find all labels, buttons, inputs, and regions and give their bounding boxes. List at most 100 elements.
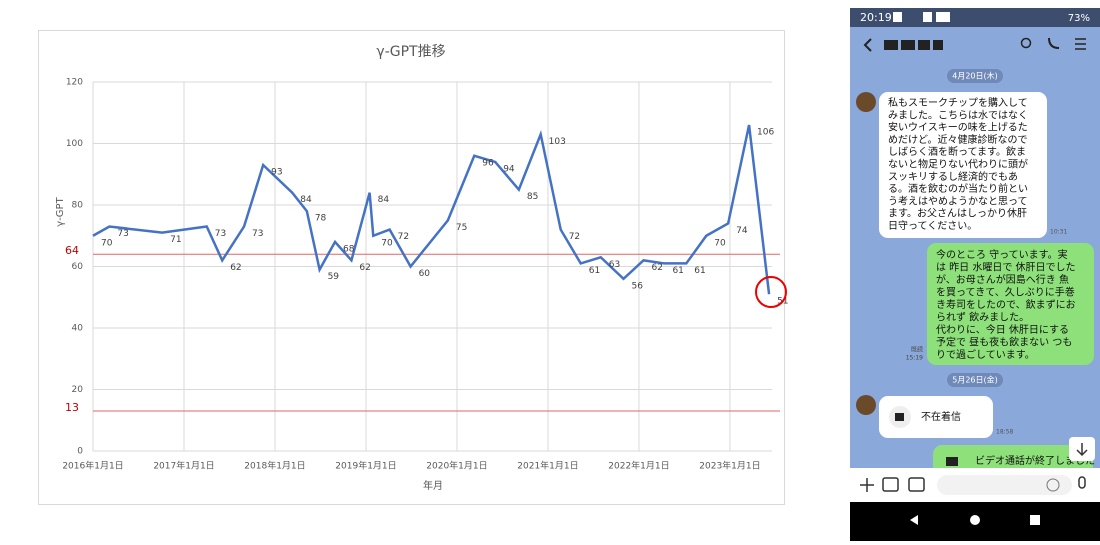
data-label: 61 bbox=[694, 266, 705, 276]
y-tick-label: 100 bbox=[66, 139, 83, 149]
message-text: 安いウイスキーの味を上げるた bbox=[888, 121, 1028, 134]
data-label: 93 bbox=[271, 168, 282, 178]
message-bubble bbox=[879, 92, 1047, 238]
y-tick-label: 40 bbox=[72, 324, 84, 334]
x-tick-label: 2020年1月1日 bbox=[426, 460, 487, 472]
read-receipt: 既読 bbox=[911, 346, 923, 354]
data-label: 106 bbox=[757, 128, 774, 138]
x-tick-label: 2019年1月1日 bbox=[335, 460, 396, 472]
message-text: が、お母さんが因島へ行き 魚 bbox=[936, 273, 1069, 286]
data-label: 75 bbox=[456, 223, 467, 233]
scroll-down-icon bbox=[1076, 443, 1088, 457]
data-label: 72 bbox=[398, 232, 409, 242]
data-label: 84 bbox=[378, 195, 390, 205]
video-icon bbox=[946, 457, 958, 466]
data-label: 73 bbox=[117, 229, 128, 239]
message-input[interactable] bbox=[937, 475, 1072, 495]
data-label: 73 bbox=[252, 229, 263, 239]
message-text: き寿司をしたので、飲まずにお bbox=[936, 298, 1076, 311]
data-label: 61 bbox=[589, 266, 600, 276]
message-text: 日守ってください。 bbox=[888, 219, 977, 232]
nav-back[interactable] bbox=[910, 515, 918, 525]
message-text: 不在着信 bbox=[921, 410, 961, 423]
status-bar bbox=[850, 8, 1100, 27]
data-label: 85 bbox=[527, 192, 538, 202]
x-tick-label: 2016年1月1日 bbox=[62, 460, 123, 472]
contact-name-obscured bbox=[884, 40, 943, 50]
message-text: る。酒を飲むのが当たり前とい bbox=[888, 182, 1028, 195]
search-icon[interactable] bbox=[1020, 37, 1032, 49]
message-text: ビデオ通話が終了しました bbox=[975, 454, 1095, 467]
y-tick-label: 80 bbox=[72, 201, 84, 211]
back-button[interactable] bbox=[863, 38, 872, 52]
data-line bbox=[92, 124, 771, 295]
y-tick-label: 0 bbox=[77, 447, 83, 457]
message-time: 10:31 bbox=[1050, 229, 1067, 236]
chart-title: γ-GPT推移 bbox=[376, 44, 445, 60]
data-label: 60 bbox=[419, 269, 431, 279]
camera-icon[interactable] bbox=[882, 477, 899, 492]
data-label: 94 bbox=[503, 164, 515, 174]
data-label: 84 bbox=[300, 195, 312, 205]
data-label: 62 bbox=[359, 263, 370, 273]
status-icon bbox=[893, 12, 902, 22]
emoji-icon[interactable] bbox=[1046, 478, 1060, 492]
status-time: 20:19 bbox=[860, 11, 892, 24]
message-text: 今のところ 守っています。実 bbox=[936, 248, 1068, 261]
message-text: めだけど。近々健康診断なので bbox=[888, 133, 1028, 146]
nav-home[interactable] bbox=[970, 515, 980, 525]
message-text: を買ってきて、久しぶりに手巻 bbox=[936, 286, 1075, 299]
data-label: 70 bbox=[101, 238, 113, 248]
data-label: 62 bbox=[652, 263, 663, 273]
x-tick-label: 2023年1月1日 bbox=[699, 460, 760, 472]
message-text: ます。お父さんはしっかり休肝 bbox=[888, 208, 1027, 220]
data-label: 56 bbox=[631, 281, 643, 291]
data-label: 70 bbox=[714, 238, 726, 248]
data-label: 78 bbox=[315, 214, 327, 224]
y-axis-label: γ-GPT bbox=[55, 196, 66, 226]
data-label: 71 bbox=[170, 235, 181, 245]
avatar bbox=[856, 395, 876, 415]
data-label: 68 bbox=[343, 244, 355, 254]
call-icon[interactable] bbox=[1048, 37, 1060, 49]
message-text: 予定で 昼も夜も飲まない つも bbox=[936, 336, 1072, 349]
message-time: 15:19 bbox=[906, 355, 923, 362]
y-tick-label: 20 bbox=[72, 385, 84, 395]
status-battery: 73% bbox=[1068, 13, 1090, 24]
date-chip-text: 4月20日(木) bbox=[952, 71, 998, 81]
status-icon bbox=[936, 12, 950, 22]
x-tick-label: 2021年1月1日 bbox=[517, 460, 578, 472]
status-icon bbox=[923, 12, 932, 22]
message-text: ないと物足りない代わりに頭が bbox=[888, 158, 1028, 171]
data-label: 103 bbox=[549, 137, 566, 147]
message-bubble bbox=[927, 243, 1094, 365]
message-text: スッキリするし経済的でもあ bbox=[888, 170, 1018, 183]
y-tick-label: 120 bbox=[66, 78, 83, 88]
data-label: 62 bbox=[230, 263, 241, 273]
message-text: 代わりに、今日 休肝日にする bbox=[936, 323, 1069, 336]
reference-label: 13 bbox=[65, 401, 79, 414]
message-text: しばらく酒を断ってます。飲ま bbox=[888, 145, 1026, 158]
message-text: 私もスモークチップを購入して bbox=[888, 96, 1028, 109]
message-text: は 昨日 水曜日で 休肝日でした bbox=[936, 262, 1076, 274]
message-text: られず 飲みました。 bbox=[936, 311, 1029, 324]
message-time: 18:58 bbox=[996, 429, 1013, 436]
x-tick-label: 2017年1月1日 bbox=[153, 460, 214, 472]
data-label: 74 bbox=[736, 226, 748, 236]
menu-icon[interactable] bbox=[1075, 38, 1086, 50]
data-label: 73 bbox=[215, 229, 226, 239]
mic-icon[interactable] bbox=[1078, 476, 1086, 489]
data-label: 96 bbox=[482, 158, 494, 168]
message-bubble bbox=[879, 396, 993, 438]
highlight-circle bbox=[755, 276, 787, 308]
nav-recent[interactable] bbox=[1030, 515, 1040, 525]
reference-label: 64 bbox=[65, 244, 79, 257]
image-icon[interactable] bbox=[908, 477, 925, 492]
x-axis-label: 年月 bbox=[423, 479, 443, 492]
data-label: 59 bbox=[328, 272, 340, 282]
data-label: 72 bbox=[569, 232, 580, 242]
plus-icon[interactable] bbox=[860, 478, 874, 492]
data-label: 70 bbox=[381, 238, 393, 248]
date-chip-text: 5月26日(金) bbox=[952, 375, 998, 385]
data-label: 61 bbox=[672, 266, 683, 276]
